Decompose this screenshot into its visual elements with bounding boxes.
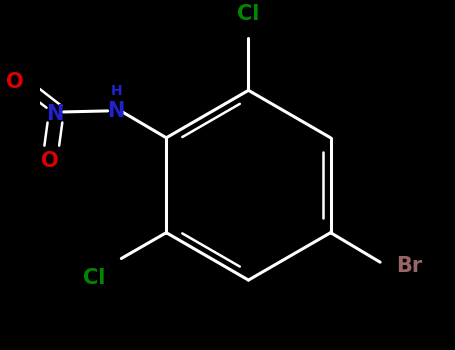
Text: Cl: Cl bbox=[83, 268, 106, 288]
Text: Cl: Cl bbox=[237, 4, 260, 24]
Text: N: N bbox=[46, 104, 64, 124]
Text: O: O bbox=[41, 152, 59, 172]
Text: Br: Br bbox=[396, 257, 422, 276]
Text: O: O bbox=[6, 72, 24, 92]
Text: N: N bbox=[107, 101, 125, 121]
Text: H: H bbox=[110, 84, 122, 98]
